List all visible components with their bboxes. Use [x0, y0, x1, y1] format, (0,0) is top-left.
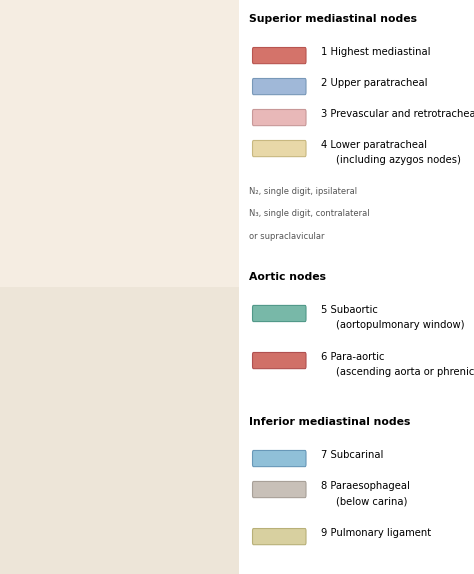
Text: (including azygos nodes): (including azygos nodes)	[336, 156, 460, 165]
Text: (below carina): (below carina)	[336, 497, 407, 506]
Text: (aortopulmonary window): (aortopulmonary window)	[336, 320, 464, 330]
Text: 2 Upper paratracheal: 2 Upper paratracheal	[321, 78, 428, 88]
FancyBboxPatch shape	[253, 110, 306, 126]
Text: or supraclavicular: or supraclavicular	[249, 231, 324, 241]
Text: (ascending aorta or phrenic): (ascending aorta or phrenic)	[336, 367, 474, 377]
Text: 5 Subaortic: 5 Subaortic	[321, 305, 378, 315]
FancyBboxPatch shape	[253, 352, 306, 369]
Text: N₃, single digit, contralateral: N₃, single digit, contralateral	[249, 210, 369, 218]
Text: 7 Subcarinal: 7 Subcarinal	[321, 450, 384, 460]
Text: 8 Paraesophageal: 8 Paraesophageal	[321, 481, 410, 491]
Text: 3 Prevascular and retrotracheal: 3 Prevascular and retrotracheal	[321, 109, 474, 119]
FancyBboxPatch shape	[253, 48, 306, 64]
Text: 9 Pulmonary ligament: 9 Pulmonary ligament	[321, 528, 432, 538]
Text: 4 Lower paratracheal: 4 Lower paratracheal	[321, 140, 428, 150]
FancyBboxPatch shape	[253, 529, 306, 545]
Text: Inferior mediastinal nodes: Inferior mediastinal nodes	[249, 417, 410, 427]
Text: N₂, single digit, ipsilateral: N₂, single digit, ipsilateral	[249, 187, 357, 196]
FancyBboxPatch shape	[253, 305, 306, 321]
FancyBboxPatch shape	[253, 451, 306, 467]
Text: 6 Para-aortic: 6 Para-aortic	[321, 352, 385, 362]
Bar	[0, 287, 239, 574]
Text: Aortic nodes: Aortic nodes	[249, 272, 326, 282]
FancyBboxPatch shape	[253, 79, 306, 95]
Text: 1 Highest mediastinal: 1 Highest mediastinal	[321, 47, 431, 57]
FancyBboxPatch shape	[253, 141, 306, 157]
Text: Superior mediastinal nodes: Superior mediastinal nodes	[249, 14, 417, 24]
FancyBboxPatch shape	[253, 482, 306, 498]
Bar	[0, 0, 239, 287]
